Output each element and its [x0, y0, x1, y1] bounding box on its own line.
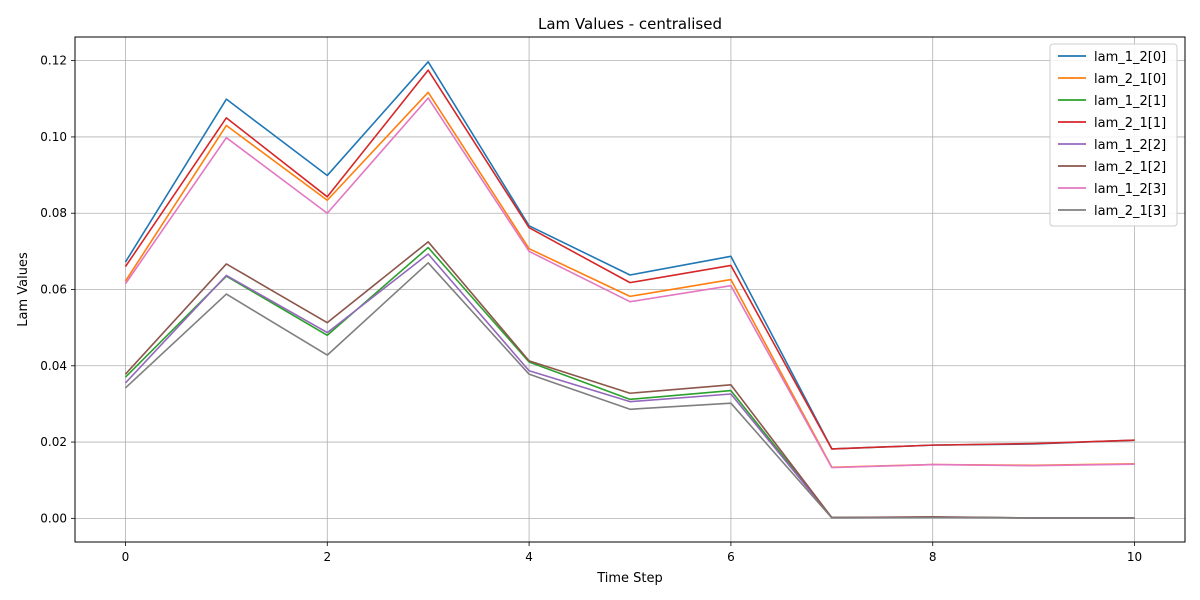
x-axis-label: Time Step [596, 571, 663, 586]
legend-box [1049, 43, 1178, 227]
x-tick-label: 10 [1127, 550, 1142, 564]
y-tick-label: 0.08 [40, 206, 67, 220]
legend-label: lam_2_1[0] [1094, 72, 1166, 87]
series-line-2 [124, 246, 1135, 519]
y-axis-label: Lam Values [16, 252, 31, 327]
series-line-1 [124, 91, 1135, 469]
legend-label: lam_1_2[2] [1094, 138, 1166, 153]
legend-label: lam_2_1[2] [1094, 160, 1166, 175]
legend-label: lam_2_1[3] [1094, 204, 1166, 219]
x-tick-label: 4 [525, 550, 533, 564]
y-tick-label: 0.02 [40, 435, 67, 449]
ticks-layer: 0 2 4 6 8 10 0.00 0.02 0.04 0.06 0.08 0.10 0.12 [40, 54, 1142, 564]
chart-title: Lam Values - centralised [538, 15, 722, 33]
series-line-6 [124, 97, 1135, 469]
y-tick-label: 0.06 [40, 283, 67, 297]
x-tick-label: 6 [727, 550, 735, 564]
series-layer [124, 60, 1135, 519]
legend-label: lam_2_1[1] [1094, 116, 1166, 131]
x-tick-label: 8 [929, 550, 937, 564]
y-tick-label: 0.00 [40, 511, 67, 525]
series-line-3 [124, 69, 1135, 450]
x-tick-label: 2 [323, 550, 331, 564]
y-tick-label: 0.04 [40, 359, 67, 373]
y-tick-label: 0.12 [40, 54, 67, 68]
legend-label: lam_1_2[3] [1094, 182, 1166, 197]
legend: lam_1_2[0] lam_2_1[0] lam_1_2[1] lam_2_1[1]… [1049, 43, 1178, 227]
legend-label: lam_1_2[0] [1094, 50, 1166, 65]
legend-label: lam_1_2[1] [1094, 94, 1166, 109]
series-line-7 [124, 261, 1135, 519]
y-tick-label: 0.10 [40, 130, 67, 144]
x-tick-label: 0 [122, 550, 130, 564]
series-line-0 [124, 60, 1135, 450]
